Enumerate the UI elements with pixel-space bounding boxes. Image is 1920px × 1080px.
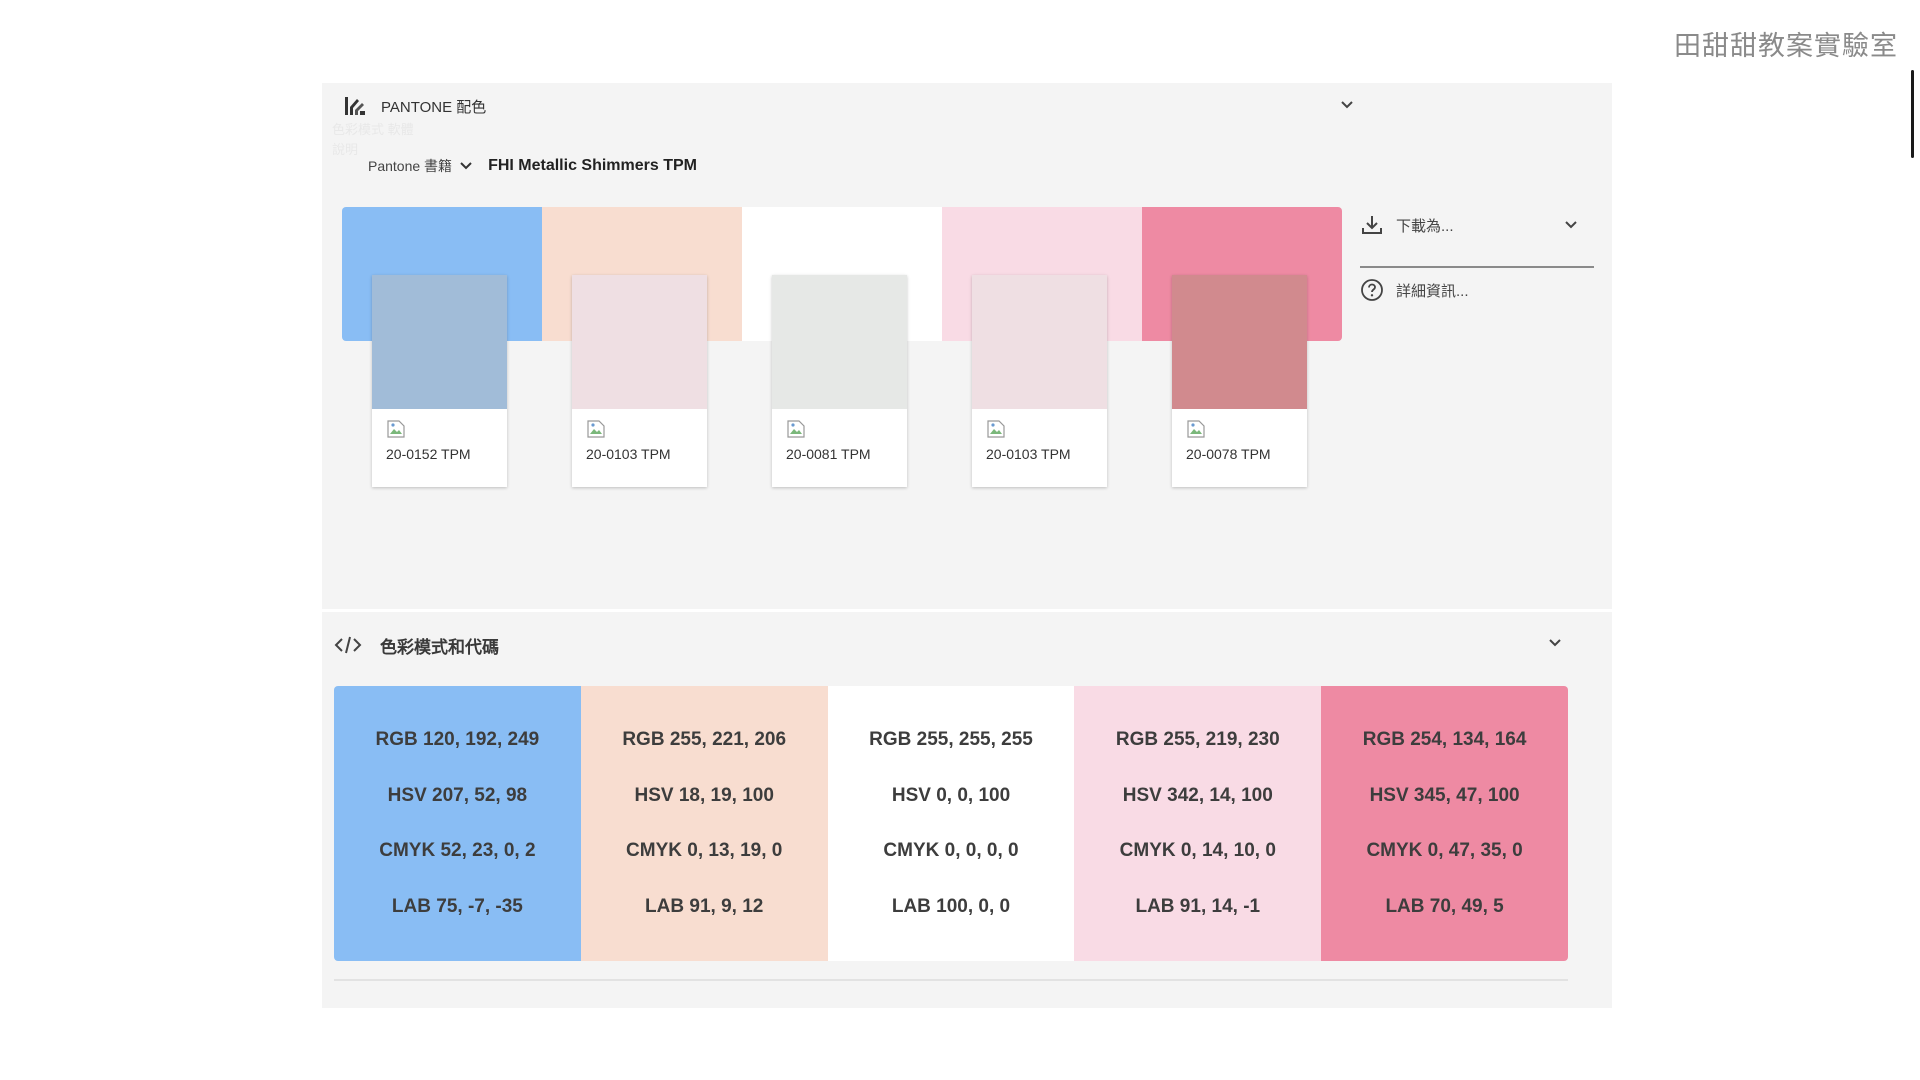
broken-image-icon [787, 420, 805, 438]
pantone-code: 20-0103 TPM [986, 446, 1071, 462]
details-button[interactable]: 詳細資訊... [1360, 278, 1469, 302]
code-icon [334, 636, 362, 654]
pantone-chip [972, 275, 1107, 409]
pantone-card[interactable]: 20-0103 TPM [972, 275, 1107, 487]
download-as-button[interactable]: 下載為... [1360, 213, 1454, 237]
lab-value: LAB 70, 49, 5 [1385, 896, 1504, 918]
rgb-value: RGB 255, 255, 255 [869, 728, 1033, 750]
download-as-label: 下載為... [1396, 217, 1454, 235]
rgb-value: RGB 120, 192, 249 [375, 728, 540, 750]
cmyk-value: CMYK 0, 13, 19, 0 [626, 840, 783, 862]
pantone-book-selector[interactable]: Pantone 書籍 FHI Metallic Shimmers TPM [368, 153, 697, 179]
rgb-value: RGB 255, 221, 206 [622, 728, 787, 750]
color-codes-table: RGB 120, 192, 249 HSV 207, 52, 98 CMYK 5… [334, 686, 1568, 961]
chevron-down-icon[interactable] [458, 158, 474, 174]
pantone-chip [372, 275, 507, 409]
color-code-column: RGB 255, 255, 255 HSV 0, 0, 100 CMYK 0, … [827, 686, 1075, 961]
color-code-column: RGB 120, 192, 249 HSV 207, 52, 98 CMYK 5… [334, 686, 581, 961]
book-name: FHI Metallic Shimmers TPM [488, 157, 697, 174]
rgb-value: RGB 255, 219, 230 [1115, 728, 1280, 750]
lab-value: LAB 91, 9, 12 [645, 896, 764, 918]
faded-menu-text: 說明 [332, 142, 359, 157]
hsv-value: HSV 0, 0, 100 [891, 784, 1011, 806]
section-divider [322, 609, 1612, 612]
pantone-header[interactable]: PANTONE 配色 [344, 91, 486, 121]
color-code-column: RGB 255, 219, 230 HSV 342, 14, 100 CMYK … [1074, 686, 1322, 961]
pantone-code: 20-0078 TPM [1186, 446, 1271, 462]
hsv-value: HSV 342, 14, 100 [1122, 784, 1273, 806]
hsv-value: HSV 207, 52, 98 [387, 784, 528, 806]
pantone-card[interactable]: 20-0081 TPM [772, 275, 907, 487]
cmyk-value: CMYK 0, 0, 0, 0 [883, 840, 1019, 862]
pantone-chip [1172, 275, 1307, 409]
color-code-column: RGB 255, 221, 206 HSV 18, 19, 100 CMYK 0… [580, 686, 828, 961]
broken-image-icon [587, 420, 605, 438]
cmyk-value: CMYK 0, 47, 35, 0 [1366, 840, 1523, 862]
main-panel: PANTONE 配色 色彩模式 軟體 說明 Pantone 書籍 FHI Met… [322, 83, 1612, 1008]
rgb-value: RGB 254, 134, 164 [1362, 728, 1527, 750]
pantone-code: 20-0081 TPM [786, 446, 871, 462]
pantone-logo-icon [345, 97, 365, 115]
broken-image-icon [987, 420, 1005, 438]
scrollbar[interactable] [1911, 70, 1914, 158]
color-codes-header[interactable]: 色彩模式和代碼 [334, 627, 499, 663]
pantone-card[interactable]: 20-0103 TPM [572, 275, 707, 487]
divider [1360, 266, 1594, 268]
hsv-value: HSV 18, 19, 100 [634, 784, 774, 806]
pantone-code: 20-0152 TPM [386, 446, 471, 462]
broken-image-icon [1187, 420, 1205, 438]
pantone-card[interactable]: 20-0152 TPM [372, 275, 507, 487]
pantone-card[interactable]: 20-0078 TPM [1172, 275, 1307, 487]
book-selector-label: Pantone 書籍 [368, 158, 453, 174]
lab-value: LAB 91, 14, -1 [1135, 896, 1261, 918]
color-code-column: RGB 254, 134, 164 HSV 345, 47, 100 CMYK … [1321, 686, 1568, 961]
color-codes-title: 色彩模式和代碼 [380, 637, 499, 657]
pantone-code: 20-0103 TPM [586, 446, 671, 462]
download-icon [1362, 216, 1382, 234]
lab-value: LAB 75, -7, -35 [391, 896, 523, 918]
lab-value: LAB 100, 0, 0 [891, 896, 1011, 918]
cmyk-value: CMYK 52, 23, 0, 2 [379, 840, 536, 862]
cmyk-value: CMYK 0, 14, 10, 0 [1119, 840, 1276, 862]
pantone-title: PANTONE 配色 [381, 98, 487, 116]
watermark-text: 田甜甜教案實驗室 [1674, 31, 1898, 62]
broken-image-icon [387, 420, 405, 438]
pantone-chip [772, 275, 907, 409]
pantone-collapse-chevron-icon[interactable] [1336, 94, 1358, 116]
divider [334, 979, 1568, 981]
chevron-down-icon[interactable] [1562, 216, 1580, 234]
color-codes-collapse-chevron-icon[interactable] [1544, 632, 1566, 654]
hsv-value: HSV 345, 47, 100 [1369, 784, 1520, 806]
help-icon [1361, 279, 1383, 301]
faded-menu-text: 色彩模式 軟體 [332, 122, 414, 137]
details-label: 詳細資訊... [1396, 282, 1469, 300]
pantone-chip [572, 275, 707, 409]
